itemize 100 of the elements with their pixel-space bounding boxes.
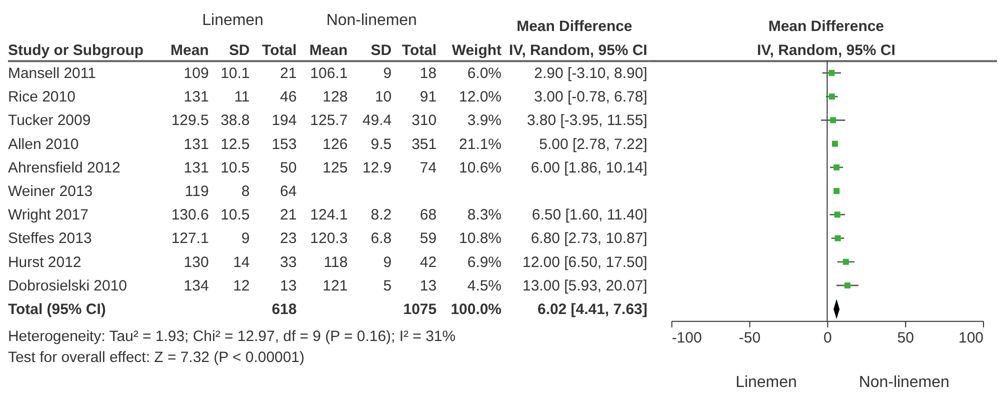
text: Test for overall effect: Z = 7.32 (P < 0.00001) [8,348,304,366]
text: 2.90 [-3.10, 8.90] [534,64,648,82]
x-tick-label: -100 [672,329,702,346]
category-label: Total [262,42,297,60]
text: 12.00 [6.50, 17.50] [522,254,648,271]
text: 10.5 [220,159,250,176]
text: 38.8 [220,112,250,130]
chart-subtitle: IV, Random, 95% CI [756,42,896,60]
category-label: IV, Random, 95% CI [508,42,648,60]
category-label: SD [228,42,250,60]
category-label: Tucker 2009 [8,112,91,130]
text: 8 [241,183,250,200]
text: 130.6 [171,206,209,224]
text: 10.8% [459,230,502,248]
text: 9.5 [370,136,392,153]
text: 124.1 [310,206,348,224]
text: 3.9% [467,112,502,130]
text: 131 [184,159,209,176]
x-tick-label: -50 [738,329,761,346]
x-tick-label: 100 [958,329,984,346]
text: 100.0% [450,301,502,318]
text: Mean Difference [516,18,632,36]
text: 6.8 [370,230,392,248]
text: 68 [420,206,437,224]
category-label: Rice 2010 [8,88,76,106]
text: 74 [420,159,437,176]
text: 134 [184,277,209,294]
category-label: Total [402,42,437,60]
text: 131 [184,88,209,106]
text: 3.00 [-0.78, 6.78] [534,88,648,106]
text: 12.0% [459,88,502,106]
category-label: SD [370,42,392,60]
text: Non-linemen [858,374,950,391]
category-label: Mean [170,42,209,60]
text: 12.9 [362,159,392,176]
text: 21 [280,64,297,82]
text: 21 [280,206,297,224]
category-label: Weiner 2013 [8,183,93,200]
text: 106.1 [310,64,348,82]
text: 130 [184,254,209,271]
category-label: Mean [309,42,348,60]
x-tick-label: 50 [897,329,914,346]
text: 64 [280,183,297,200]
text: 10.6% [459,159,502,176]
text: 8.3% [467,206,502,224]
text: 9 [383,64,392,82]
text: 6.80 [2.73, 10.87] [530,230,648,248]
text: 6.0% [467,64,502,82]
category-label: Wright 2017 [8,206,88,224]
text: 153 [272,136,297,153]
text: 10 [374,88,392,106]
text: Study or Subgroup [8,42,144,60]
x-tick-label: 0 [824,329,832,346]
text: 6.9% [467,254,502,271]
text: 91 [420,88,437,106]
text: 49.4 [362,112,392,130]
category-label: Steffes 2013 [8,230,92,248]
text: Linemen [202,12,264,30]
text: 125.7 [310,112,348,130]
text: 129.5 [171,112,209,130]
category-label: Total (95% CI) [8,301,106,318]
category-label: Dobrosielski 2010 [8,277,127,294]
text: 4.5% [467,277,502,294]
text: 42 [420,254,437,271]
text: 14 [233,254,250,271]
text: 121 [322,277,348,294]
text: 46 [280,88,297,106]
text: 13 [280,277,297,294]
text: 50 [280,159,297,176]
text: 59 [420,230,437,248]
text: Non-linemen [326,12,417,30]
text: 194 [272,112,297,130]
text: 118 [324,254,348,271]
text: 131 [184,136,209,153]
text: 13.00 [5.93, 20.07] [522,277,648,294]
text: 8.2 [370,206,392,224]
text: 351 [412,136,437,153]
text: 18 [420,64,437,82]
category-label: Hurst 2012 [8,254,82,271]
text: 9 [383,254,392,271]
text: 1075 [403,301,437,318]
text: 3.80 [-3.95, 11.55] [526,112,648,130]
text: 126 [322,136,348,153]
chart-title: Mean Difference [768,18,884,36]
text: 9 [241,230,250,248]
text: Linemen [736,374,797,391]
text: 125 [322,159,348,176]
text: 21.1% [459,136,502,153]
text: 6.50 [1.60, 11.40] [532,206,648,224]
text: 128 [322,88,348,106]
text: 10.5 [220,206,250,224]
text: 5.00 [2.78, 7.22] [539,136,648,153]
text: 10.1 [220,64,250,82]
text: Heterogeneity: Tau² = 1.93; Chi² = 12.97, df = 9 (P = 0.16); I² = 31% [8,328,456,345]
text: 13 [420,277,437,294]
text: 120.3 [310,230,348,248]
category-label: Mansell 2011 [8,64,96,82]
text: 5 [383,277,392,294]
text: 109 [184,64,209,82]
category-label: Weight [452,42,502,60]
